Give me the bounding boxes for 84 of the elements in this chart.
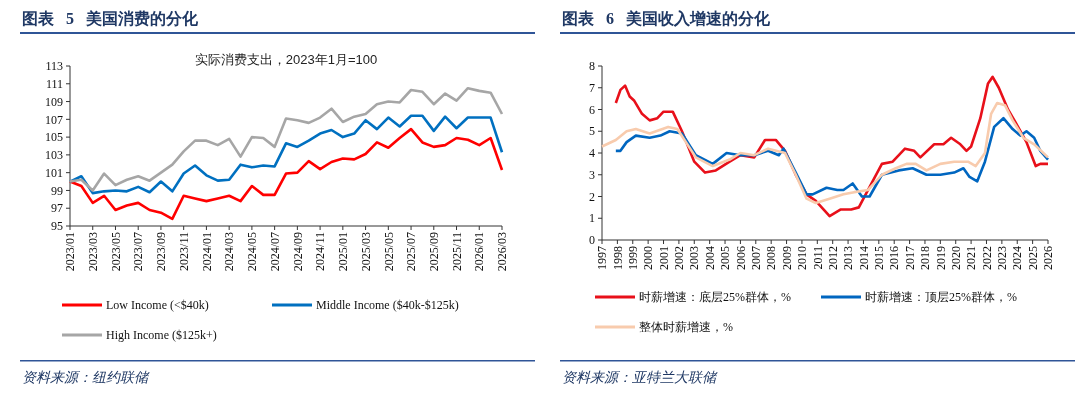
x-tick-label: 1998 <box>610 246 625 270</box>
legend-label: High Income ($125k+) <box>106 328 217 343</box>
x-tick-label: 2024/01 <box>199 232 214 272</box>
x-tick-label: 2023/09 <box>154 232 169 272</box>
x-tick-label: 2008 <box>764 246 779 270</box>
x-tick-label: 2004 <box>702 246 717 270</box>
x-tick-label: 2023/05 <box>108 232 123 272</box>
x-tick-label: 2014 <box>856 246 871 270</box>
x-tick-label: 2025 <box>1025 246 1040 270</box>
text: 资料来源：纽约联储 <box>22 370 150 385</box>
x-tick-label: 2025/11 <box>449 232 464 271</box>
text: 资料来源：亚特兰大联储 <box>562 370 718 385</box>
y-tick-label: 3 <box>589 167 595 182</box>
x-tick-label: 2025/07 <box>404 232 419 272</box>
x-tick-label: 2024/05 <box>245 232 260 272</box>
y-tick-label: 109 <box>45 94 63 109</box>
y-tick-label: 0 <box>589 233 595 248</box>
x-tick-label: 2012 <box>825 246 840 270</box>
x-tick-label: 2023/01 <box>63 232 78 272</box>
x-tick-label: 2025/09 <box>426 232 441 272</box>
x-tick-label: 2024/03 <box>222 232 237 272</box>
x-tick-label: 2011 <box>810 246 825 270</box>
x-tick-label: 2005 <box>718 246 733 270</box>
y-tick-label: 111 <box>45 76 63 91</box>
x-tick-label: 2023/07 <box>131 232 146 272</box>
x-tick-label: 2024/07 <box>267 232 282 272</box>
y-tick-label: 95 <box>51 219 63 234</box>
line-series <box>68 114 504 195</box>
x-tick-label: 2009 <box>779 246 794 270</box>
y-tick-label: 6 <box>589 102 595 117</box>
x-tick-label: 2025/01 <box>336 232 351 272</box>
legend-label: 时薪增速：底层25%群体，% <box>639 290 791 305</box>
x-tick-label: 2023/03 <box>85 232 100 272</box>
x-tick-label: 2026 <box>1041 246 1056 270</box>
y-tick-label: 5 <box>589 124 595 139</box>
x-tick-label: 2022 <box>979 246 994 270</box>
x-tick-label: 2016 <box>887 246 902 270</box>
x-tick-label: 2021 <box>964 246 979 270</box>
x-tick-label: 2015 <box>872 246 887 270</box>
y-tick-label: 113 <box>45 59 63 74</box>
y-tick-label: 101 <box>45 165 63 180</box>
y-tick-label: 1 <box>589 211 595 226</box>
y-tick-label: 2 <box>589 189 595 204</box>
chart-title: 图表 5 美国消费的分化 <box>22 9 199 27</box>
x-tick-label: 1999 <box>625 246 640 270</box>
x-tick-label: 2020 <box>948 246 963 270</box>
x-tick-label: 2013 <box>841 246 856 270</box>
x-tick-label: 2026/03 <box>495 232 510 272</box>
legend-label: 时薪增速：顶层25%群体，% <box>865 290 1017 305</box>
y-tick-label: 4 <box>589 146 595 161</box>
x-tick-label: 2025/05 <box>381 232 396 272</box>
x-tick-label: 2003 <box>687 246 702 270</box>
y-tick-label: 99 <box>51 183 63 198</box>
y-tick-label: 8 <box>589 59 595 74</box>
chart-subtitle: 实际消费支出，2023年1月=100 <box>194 52 378 67</box>
x-tick-label: 2006 <box>733 246 748 270</box>
y-tick-label: 103 <box>45 148 63 163</box>
x-tick-label: 2025/03 <box>358 232 373 272</box>
line-series <box>600 101 1050 205</box>
y-tick-label: 107 <box>45 112 63 127</box>
x-tick-label: 2000 <box>641 246 656 270</box>
x-tick-label: 2018 <box>918 246 933 270</box>
x-tick-label: 2001 <box>656 246 671 270</box>
x-tick-label: 2024/11 <box>313 232 328 271</box>
x-tick-label: 2023/11 <box>176 232 191 271</box>
x-tick-label: 2010 <box>795 246 810 270</box>
x-tick-label: 2023 <box>995 246 1010 270</box>
y-tick-label: 105 <box>45 130 63 145</box>
x-tick-label: 2002 <box>672 246 687 270</box>
y-tick-label: 97 <box>51 201 63 216</box>
y-tick-label: 7 <box>589 80 595 95</box>
legend-label: 整体时薪增速，% <box>639 320 733 335</box>
x-tick-label: 2024 <box>1010 246 1025 270</box>
x-tick-label: 2024/09 <box>290 232 305 272</box>
x-tick-label: 2026/01 <box>472 232 487 272</box>
chart-title: 图表 6 美国收入增速的分化 <box>562 9 771 27</box>
line-series <box>68 86 504 192</box>
x-tick-label: 2007 <box>748 246 763 270</box>
line-series <box>68 127 504 221</box>
x-tick-label: 2019 <box>933 246 948 270</box>
x-tick-label: 1997 <box>595 246 610 270</box>
legend-label: Low Income (<$40k) <box>106 298 209 313</box>
legend-label: Middle Income ($40k-$125k) <box>316 298 459 313</box>
x-tick-label: 2017 <box>902 246 917 270</box>
